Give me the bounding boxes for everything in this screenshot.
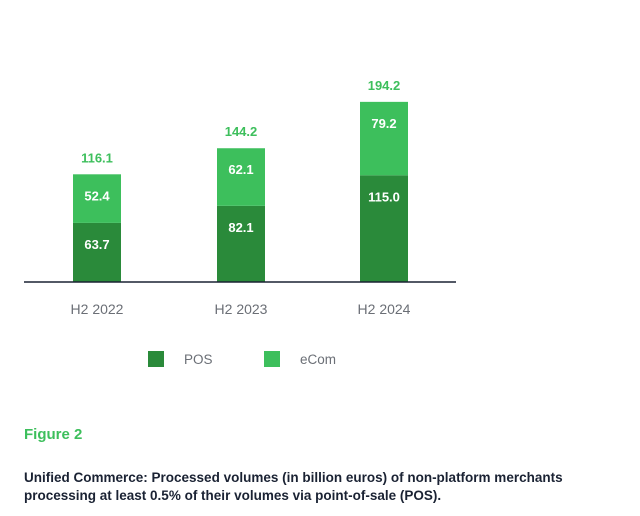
x-tick-labels: H2 2022 H2 2023 H2 2024 [71,301,411,317]
bar-ecom-0 [73,174,121,223]
legend-label-ecom: eCom [300,351,337,367]
legend-swatch-pos [148,351,164,367]
value-label-pos-1: 82.1 [228,220,253,235]
x-tick-label-1: H2 2023 [215,301,268,317]
legend: POS eCom [0,351,640,371]
value-label-pos-0: 63.7 [84,237,109,252]
value-label-ecom-0: 52.4 [84,188,110,203]
bar-pos-2 [360,175,408,282]
total-label-1: 144.2 [225,124,258,139]
legend-item-ecom: eCom [264,351,336,367]
value-label-pos-2: 115.0 [368,189,400,204]
value-label-ecom-2: 79.2 [371,116,396,131]
bar-ecom-1 [217,148,265,206]
total-label-2: 194.2 [368,78,401,93]
legend-item-pos: POS [148,351,213,367]
figure-caption: Unified Commerce: Processed volumes (in … [24,470,563,503]
figure-label: Figure 2 [24,426,83,443]
bar-pos-0 [73,222,121,282]
x-tick-label-0: H2 2022 [71,301,124,317]
legend-swatch-ecom [264,351,280,367]
bar-ecom-2 [360,101,408,176]
x-tick-label-2: H2 2024 [358,301,411,317]
legend-label-pos: POS [184,351,213,367]
value-label-ecom-1: 62.1 [228,162,253,177]
total-label-0: 116.1 [81,150,113,165]
stacked-bar-chart: 63.7 52.4 116.1 82.1 62.1 144.2 115.0 79.2 194.2… [24,78,456,317]
bar-pos-1 [217,205,265,282]
bars-group: 63.7 52.4 116.1 82.1 62.1 144.2 115.0 79.2 194.2 [73,78,408,282]
